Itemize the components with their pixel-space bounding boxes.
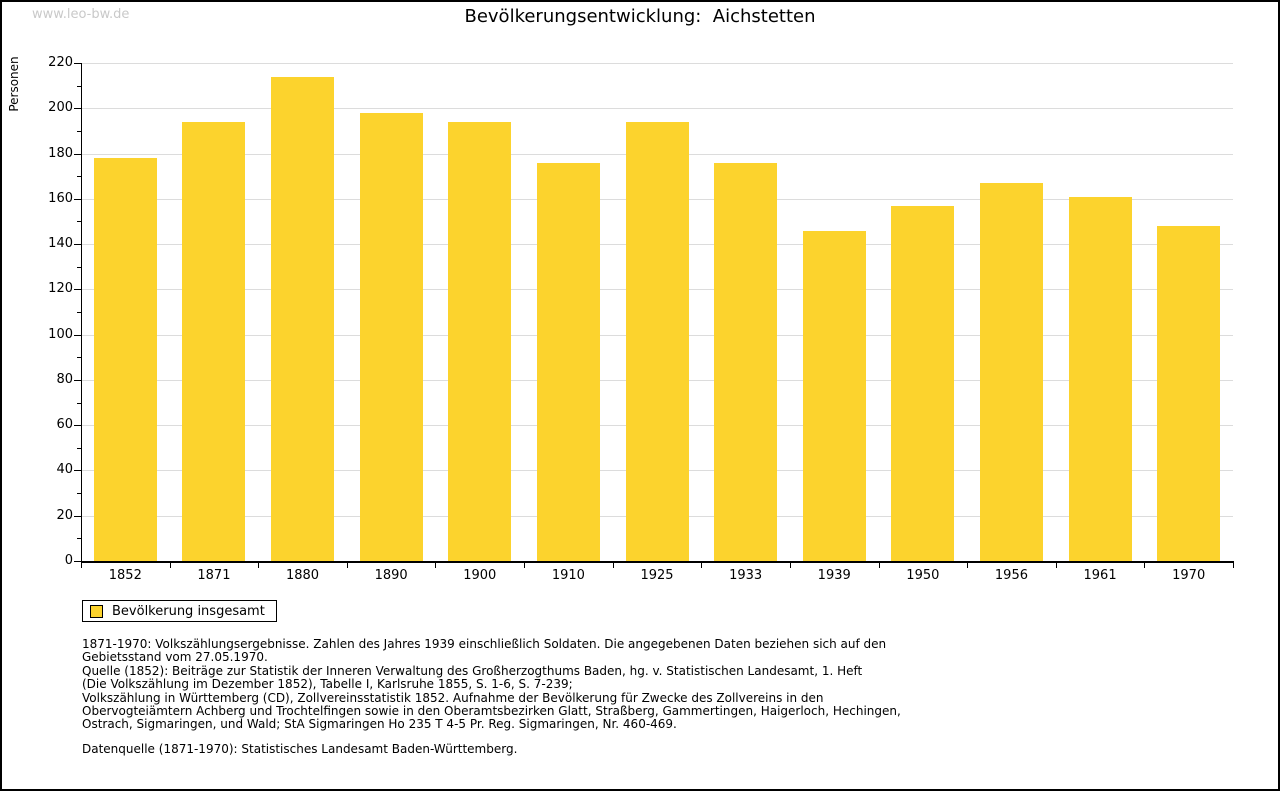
x-axis-tick bbox=[1144, 563, 1146, 568]
y-axis-minor-tick bbox=[77, 312, 81, 313]
y-axis-major-tick bbox=[74, 63, 81, 64]
y-axis-minor-tick bbox=[77, 130, 81, 132]
y-axis-tick-label: 0 bbox=[64, 553, 73, 568]
x-axis-tick-label: 1890 bbox=[374, 568, 408, 583]
footnote-line: Gebietsstand vom 27.05.1970. bbox=[82, 650, 268, 665]
y-axis-major-tick bbox=[74, 515, 81, 517]
footnote-line: Quelle (1852): Beiträge zur Statistik de… bbox=[82, 663, 863, 678]
x-axis-tick-label: 1933 bbox=[729, 568, 763, 583]
x-axis-tick bbox=[1233, 563, 1234, 568]
y-axis-tick-label: 80 bbox=[56, 371, 73, 387]
footnote-line: Obervogteiämtern Achberg und Trochtelfin… bbox=[82, 704, 901, 719]
y-axis-tick-label: 180 bbox=[48, 145, 73, 161]
footnote-line: 1871-1970: Volkszählungsergebnisse. Zahl… bbox=[82, 637, 887, 651]
legend-label: Bevölkerung insgesamt bbox=[112, 603, 265, 619]
x-axis-tick bbox=[612, 563, 614, 568]
footnote-line: Volkszählung in Württemberg (CD), Zollve… bbox=[82, 690, 824, 705]
x-axis-tick-label: 1900 bbox=[463, 568, 497, 583]
y-gridline bbox=[82, 63, 1233, 64]
datasource-line: Datenquelle (1871-1970): Statistisches L… bbox=[82, 741, 518, 756]
bar-1925 bbox=[625, 121, 689, 561]
y-axis-minor-tick bbox=[77, 538, 81, 540]
x-axis-tick-label: 1956 bbox=[994, 568, 1028, 583]
x-axis-tick-label: 1925 bbox=[640, 568, 674, 583]
x-axis-tick bbox=[346, 563, 348, 568]
y-axis-major-tick bbox=[74, 289, 81, 291]
y-axis-tick-label: 160 bbox=[48, 190, 73, 206]
y-axis-line bbox=[81, 63, 82, 561]
x-axis-tick-label: 1852 bbox=[108, 568, 142, 583]
chart-title: Bevölkerungsentwicklung: Aichstetten bbox=[464, 6, 816, 27]
bar-1950 bbox=[891, 205, 955, 561]
footnote-line: (Die Volkszählung im Dezember 1852), Tab… bbox=[82, 677, 573, 692]
footnote-line: Ostrach, Sigmaringen, und Wald; StA Sigm… bbox=[82, 717, 677, 732]
bar-1852 bbox=[93, 158, 157, 561]
x-axis-tick bbox=[435, 563, 437, 568]
bar-1939 bbox=[802, 230, 866, 561]
source-footnote: 1871-1970: Volkszählungsergebnisse. Zahl… bbox=[82, 637, 1212, 756]
x-axis-tick bbox=[524, 563, 526, 568]
y-axis-minor-tick bbox=[77, 85, 81, 87]
x-axis-tick-label: 1961 bbox=[1083, 568, 1117, 583]
y-axis-tick-label: 200 bbox=[48, 100, 73, 116]
y-axis-major-tick bbox=[74, 334, 81, 336]
watermark-leo-bw: www.leo-bw.de bbox=[32, 7, 130, 22]
y-axis-major-tick bbox=[74, 198, 81, 200]
y-axis-tick-label: 100 bbox=[48, 326, 73, 342]
y-axis-major-tick bbox=[74, 153, 81, 155]
x-axis-tick-label: 1871 bbox=[197, 568, 231, 583]
x-axis-tick bbox=[1055, 563, 1057, 568]
y-axis-tick-label: 140 bbox=[48, 236, 73, 252]
y-axis-minor-tick bbox=[77, 447, 81, 449]
y-axis-major-tick bbox=[74, 379, 81, 381]
bar-1956 bbox=[979, 182, 1043, 561]
bar-1910 bbox=[536, 162, 600, 561]
bar-1871 bbox=[182, 121, 246, 561]
y-axis-major-tick bbox=[74, 561, 81, 562]
y-axis-tick-label: 120 bbox=[48, 281, 73, 297]
y-axis-major-tick bbox=[74, 425, 81, 427]
y-axis-minor-tick bbox=[77, 493, 81, 495]
y-axis-minor-tick bbox=[77, 402, 81, 404]
y-axis-major-tick bbox=[74, 108, 81, 110]
bar-1880 bbox=[271, 76, 335, 561]
x-axis-tick bbox=[789, 563, 791, 568]
bar-1890 bbox=[359, 112, 423, 561]
y-gridline bbox=[82, 108, 1233, 110]
bar-1961 bbox=[1068, 196, 1132, 561]
y-axis-tick-label: 220 bbox=[48, 55, 73, 70]
y-axis-major-tick bbox=[74, 244, 81, 246]
x-axis-tick bbox=[258, 563, 260, 568]
bar-1933 bbox=[714, 162, 778, 561]
x-axis-line bbox=[81, 561, 1234, 563]
x-axis-tick-label: 1910 bbox=[551, 568, 585, 583]
x-axis-tick bbox=[169, 563, 171, 568]
x-axis-tick bbox=[878, 563, 880, 568]
x-axis-tick bbox=[967, 563, 969, 568]
x-axis-tick bbox=[81, 563, 82, 568]
y-axis-minor-tick bbox=[77, 176, 81, 178]
y-axis-tick-label: 20 bbox=[56, 507, 73, 523]
y-axis-minor-tick bbox=[77, 266, 81, 268]
y-axis-major-tick bbox=[74, 470, 81, 472]
x-axis-tick-label: 1950 bbox=[906, 568, 940, 583]
x-axis-tick-label: 1970 bbox=[1172, 568, 1206, 583]
x-axis-tick bbox=[701, 563, 703, 568]
y-axis-tick-label: 40 bbox=[56, 462, 73, 478]
y-axis-minor-tick bbox=[77, 357, 81, 359]
legend-swatch-icon bbox=[90, 604, 103, 618]
bar-1970 bbox=[1157, 225, 1221, 561]
x-axis-tick-label: 1939 bbox=[817, 568, 851, 583]
y-axis-minor-tick bbox=[77, 221, 81, 223]
bar-1900 bbox=[448, 121, 512, 561]
y-axis-tick-label: 60 bbox=[56, 417, 73, 433]
legend-box: Bevölkerung insgesamt bbox=[82, 600, 277, 622]
x-axis-tick-label: 1880 bbox=[285, 568, 320, 583]
